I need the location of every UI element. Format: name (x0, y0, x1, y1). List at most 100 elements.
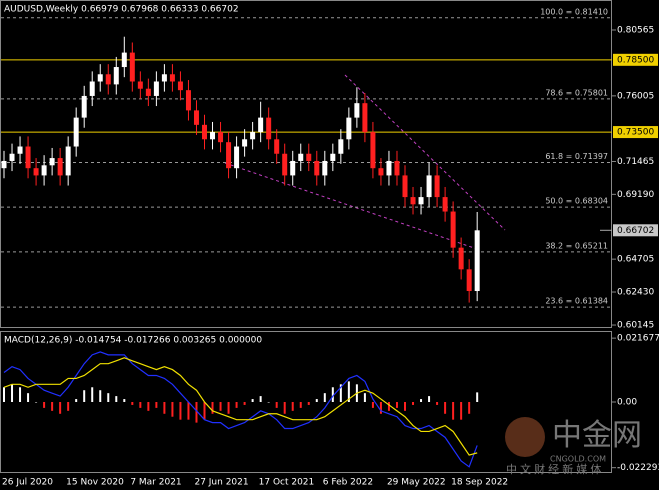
macd-histogram-bar (147, 402, 150, 411)
macd-histogram-bar (452, 402, 455, 420)
macd-histogram-bar (67, 402, 70, 411)
candle-body (474, 230, 480, 292)
candle-body (81, 95, 87, 118)
candle-body (226, 142, 232, 169)
y-tick-label: 0.71465 (617, 157, 654, 167)
candle-body (402, 175, 408, 198)
y-tick-label: 0.80565 (617, 25, 654, 35)
macd-histogram-bar (259, 396, 262, 402)
macd-histogram-bar (195, 402, 198, 423)
candle-body (314, 160, 320, 176)
macd-histogram-bar (123, 399, 126, 402)
macd-histogram-bar (420, 399, 423, 402)
macd-histogram-bar (331, 387, 334, 402)
candle-body (218, 132, 224, 143)
candle-body (161, 74, 167, 82)
candle-body (210, 132, 216, 140)
x-tick-label: 29 May 2022 (387, 478, 446, 488)
candle-body (153, 81, 159, 96)
candle-body (177, 81, 183, 91)
candle-body (65, 146, 71, 176)
macd-histogram-bar (203, 402, 206, 420)
candle-body (242, 139, 248, 147)
macd-histogram-bar (283, 402, 286, 414)
candle-body (17, 146, 23, 154)
candle-body (354, 103, 360, 118)
current-price-box (613, 224, 658, 237)
candle-body (73, 117, 79, 147)
watermark-tagline: 中 文 财 经 新 媒 体 (506, 462, 601, 476)
macd-histogram-bar (171, 402, 174, 417)
candle-body (89, 81, 95, 96)
x-tick-label: 17 Oct 2021 (259, 478, 315, 488)
macd-histogram-bar (211, 402, 214, 414)
macd-histogram-bar (219, 402, 222, 411)
candle-body (418, 197, 424, 205)
macd-histogram-bar (27, 393, 30, 402)
candle-body (57, 158, 63, 176)
price-label: 0.78500 (617, 55, 654, 65)
macd-histogram-bar (275, 402, 278, 408)
x-tick-label: 7 Mar 2021 (130, 478, 181, 488)
trend-line (224, 162, 481, 251)
macd-histogram-bar (476, 392, 479, 402)
candle-body (450, 211, 456, 248)
candle-body (370, 132, 376, 169)
candle-body (234, 146, 240, 169)
macd-histogram-bar (131, 402, 134, 405)
macd-histogram-bar (11, 384, 14, 402)
x-tick-label: 27 Jun 2021 (194, 478, 248, 488)
candle-body (250, 132, 256, 140)
candle-body (145, 88, 151, 96)
macd-histogram-bar (387, 402, 390, 411)
y-tick-label: 0.60145 (617, 321, 654, 331)
macd-histogram-bar (187, 402, 190, 420)
macd-histogram-bar (428, 396, 431, 402)
candle-body (9, 153, 15, 161)
macd-histogram-bar (107, 393, 110, 402)
candle-body (362, 103, 368, 133)
macd-histogram-bar (43, 402, 46, 408)
candle-body (306, 153, 312, 161)
macd-histogram-bar (460, 402, 463, 420)
macd-histogram-bar (179, 402, 182, 420)
macd-main-line (3, 351, 478, 468)
fibonacci-label: 61.8 = 0.71397 (545, 152, 608, 161)
candle-body (1, 160, 7, 169)
macd-histogram-bar (379, 402, 382, 414)
macd-histogram-bar (51, 402, 54, 411)
candle-body (113, 67, 119, 85)
candle-body (193, 110, 199, 125)
macd-histogram-bar (19, 387, 22, 402)
current-price-label: 0.66702 (617, 226, 654, 236)
x-tick-label: 26 Jul 2020 (2, 478, 53, 488)
watermark: 中金网 CNGOLD.COM 中 文 财 经 新 媒 体 (505, 417, 642, 476)
candle-body (266, 117, 272, 140)
y-tick-label: 0.76005 (617, 91, 654, 101)
macd-histogram-bar (404, 402, 406, 411)
macd-histogram-bar (243, 402, 246, 405)
fibonacci-label: 100.0 = 0.81410 (540, 7, 608, 16)
watermark-site: CNGOLD.COM (550, 455, 606, 464)
candle-body (49, 158, 55, 166)
trend-line (344, 74, 506, 231)
x-tick-label: 18 Sep 2022 (451, 478, 508, 488)
macd-histogram-bar (235, 402, 238, 408)
macd-histogram-bar (75, 399, 78, 402)
candle-body (202, 124, 207, 140)
macd-histogram-bar (436, 402, 439, 405)
x-tick-label: 15 Nov 2020 (66, 478, 124, 488)
price-label: 0.73500 (617, 128, 654, 138)
y-tick-label: 0.00 (617, 398, 637, 408)
macd-histogram-bar (35, 402, 38, 403)
macd-histogram-bar (315, 399, 318, 402)
macd-histogram-bar (115, 396, 118, 402)
candle-body (322, 160, 328, 176)
macd-histogram-bar (363, 393, 366, 402)
fibonacci-label: 38.2 = 0.65211 (545, 241, 608, 250)
candle-body (338, 139, 344, 154)
watermark-logo (505, 417, 545, 457)
candle-body (185, 90, 191, 111)
candle-body (121, 52, 127, 68)
